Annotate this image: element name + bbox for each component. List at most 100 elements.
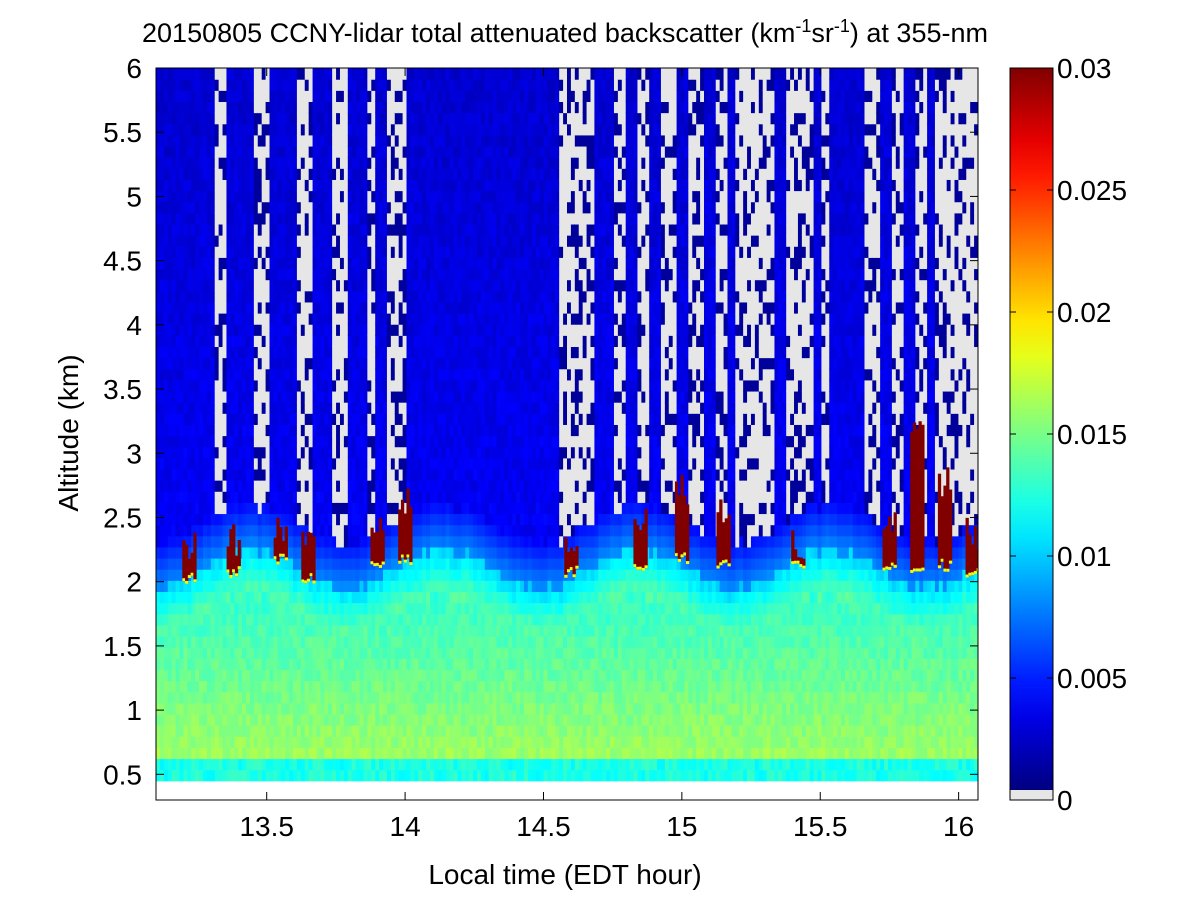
heatmap-cell: [308, 313, 314, 325]
heatmap-cell: [273, 201, 278, 214]
heatmap-cell: [363, 402, 368, 414]
heatmap-cell: [300, 480, 306, 492]
heatmap-cell: [347, 502, 353, 515]
heatmap-cell: [402, 346, 408, 359]
heatmap-cell: [210, 480, 216, 492]
heatmap-cell: [261, 134, 267, 147]
heatmap-cell: [191, 747, 196, 760]
heatmap-cell: [453, 257, 458, 270]
heatmap-cell: [339, 257, 345, 270]
heatmap-cell: [367, 313, 372, 325]
heatmap-cell: [312, 79, 318, 91]
heatmap-cell: [202, 134, 208, 147]
heatmap-cell: [332, 747, 337, 760]
heatmap-cell: [359, 223, 365, 236]
heatmap-cell: [328, 112, 333, 125]
heatmap-cell: [410, 357, 415, 370]
heatmap-cell: [355, 145, 361, 158]
heatmap-cell: [347, 112, 353, 125]
heatmap-cell: [316, 134, 321, 147]
heatmap-cell: [230, 390, 235, 403]
heatmap-cell: [441, 702, 447, 715]
heatmap-cell: [426, 201, 431, 214]
heatmap-cell: [339, 145, 345, 158]
heatmap-cell: [453, 313, 458, 325]
heatmap-cell: [363, 368, 368, 381]
heatmap-cell: [347, 624, 353, 637]
heatmap-cell: [324, 446, 329, 459]
heatmap-cell: [316, 769, 321, 782]
heatmap-cell: [273, 279, 278, 292]
heatmap-cell: [445, 123, 451, 136]
heatmap-cell: [195, 502, 200, 515]
heatmap-cell: [426, 524, 431, 537]
heatmap-cell: [437, 90, 443, 103]
heatmap-cell: [191, 769, 196, 782]
heatmap-cell: [163, 79, 169, 91]
heatmap-cell: [304, 235, 310, 247]
heatmap-cell: [285, 769, 290, 782]
heatmap-cell: [406, 747, 412, 760]
heatmap-cell: [410, 591, 415, 604]
heatmap-cell: [375, 591, 380, 604]
heatmap-cell: [336, 112, 341, 125]
heatmap-cell: [273, 157, 278, 169]
heatmap-cell: [246, 558, 251, 570]
heatmap-cell: [371, 424, 376, 437]
heatmap-cell: [433, 123, 439, 136]
heatmap-cell: [426, 268, 431, 281]
heatmap-column: [167, 68, 173, 782]
heatmap-cell: [277, 335, 282, 348]
heatmap-cell: [422, 658, 427, 670]
heatmap-cell: [371, 90, 376, 103]
heatmap-cell: [249, 747, 255, 760]
heatmap-cell: [238, 79, 243, 91]
heatmap-cell: [445, 157, 451, 169]
heatmap-cell: [167, 179, 173, 192]
heatmap-cell: [214, 758, 220, 771]
heatmap-cell: [402, 79, 408, 91]
heatmap-cell: [226, 145, 231, 158]
heatmap-cell: [363, 357, 368, 370]
heatmap-cell: [179, 513, 184, 526]
heatmap-cell: [293, 368, 298, 381]
heatmap-cell: [293, 569, 298, 581]
heatmap-cell: [210, 324, 216, 336]
heatmap-cell: [332, 457, 337, 470]
heatmap-cell: [234, 112, 239, 125]
heatmap-cell: [402, 235, 408, 247]
heatmap-cell: [246, 335, 251, 348]
heatmap-cell: [363, 335, 368, 348]
heatmap-cell: [293, 602, 298, 615]
heatmap-cell: [359, 257, 365, 270]
heatmap-cell: [386, 546, 392, 559]
heatmap-cell: [285, 313, 290, 325]
heatmap-cell: [422, 713, 427, 726]
heatmap-cell: [351, 758, 357, 771]
heatmap-cell: [320, 145, 325, 158]
heatmap-cell: [300, 90, 306, 103]
heatmap-cell: [230, 190, 235, 203]
heatmap-cell: [179, 390, 184, 403]
heatmap-cell: [163, 558, 169, 570]
heatmap-cell: [336, 223, 341, 236]
heatmap-cell: [246, 257, 251, 270]
heatmap-cell: [293, 713, 298, 726]
heatmap-cell: [222, 257, 228, 270]
heatmap-cell: [261, 379, 267, 392]
heatmap-cell: [206, 736, 212, 748]
heatmap-cell: [347, 313, 353, 325]
heatmap-cell: [265, 669, 271, 682]
heatmap-cell: [367, 390, 372, 403]
heatmap-cell: [257, 558, 263, 570]
heatmap-cell: [336, 658, 341, 670]
heatmap-cell: [336, 624, 341, 637]
heatmap-cell: [281, 68, 286, 80]
heatmap-cell: [355, 446, 361, 459]
heatmap-cell: [163, 480, 169, 492]
heatmap-cell: [367, 491, 372, 503]
heatmap-cell: [449, 279, 455, 292]
heatmap-cell: [320, 235, 325, 247]
heatmap-cell: [371, 691, 376, 704]
heatmap-cell: [261, 112, 267, 125]
